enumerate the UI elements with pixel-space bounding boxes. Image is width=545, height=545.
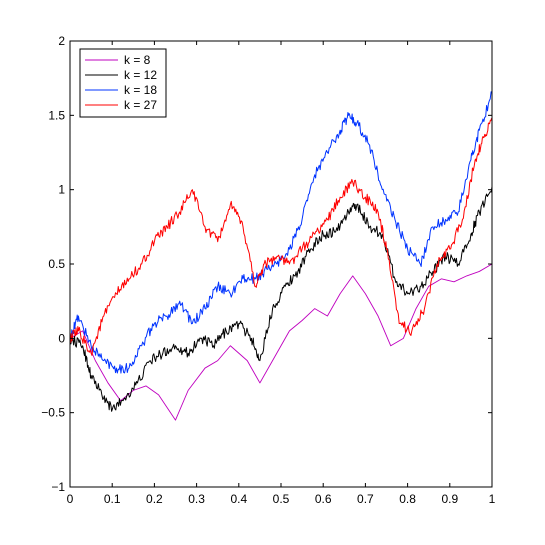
x-axis: 0 0.1 0.2 0.3 0.4 0.5 0.6 0.7 0.8 0.9 1 <box>67 41 496 506</box>
x-tick-label: 0 <box>67 492 74 506</box>
x-tick-label: 0.8 <box>399 492 416 506</box>
y-tick-label: −1 <box>51 480 65 494</box>
y-axis: −1 −0.5 0 0.5 1 1.5 2 <box>41 34 492 494</box>
y-tick-label: 0.5 <box>48 257 65 271</box>
legend-label-1: k = 8 <box>124 53 151 67</box>
x-tick-label: 0.7 <box>357 492 374 506</box>
legend-label-2: k = 12 <box>124 68 157 82</box>
x-tick-label: 0.3 <box>188 492 205 506</box>
series-line-1 <box>69 263 493 421</box>
x-tick-label: 0.9 <box>441 492 458 506</box>
series-line-2 <box>69 186 493 412</box>
x-tick-label: 0.5 <box>273 492 290 506</box>
x-tick-label: 0.1 <box>104 492 121 506</box>
y-tick-label: −0.5 <box>41 406 65 420</box>
y-tick-label: 2 <box>58 34 65 48</box>
series-line-4 <box>69 117 493 356</box>
y-tick-label: 1.5 <box>48 108 65 122</box>
legend: k = 8k = 12k = 18k = 27 <box>79 48 167 118</box>
legend-label-4: k = 27 <box>124 98 157 112</box>
x-tick-label: 0.4 <box>230 492 247 506</box>
x-tick-label: 1 <box>489 492 496 506</box>
x-tick-label: 0.2 <box>146 492 163 506</box>
y-tick-label: 0 <box>58 331 65 345</box>
y-tick-label: 1 <box>58 183 65 197</box>
series-layer <box>69 91 493 421</box>
legend-label-3: k = 18 <box>124 83 157 97</box>
x-tick-label: 0.6 <box>315 492 332 506</box>
